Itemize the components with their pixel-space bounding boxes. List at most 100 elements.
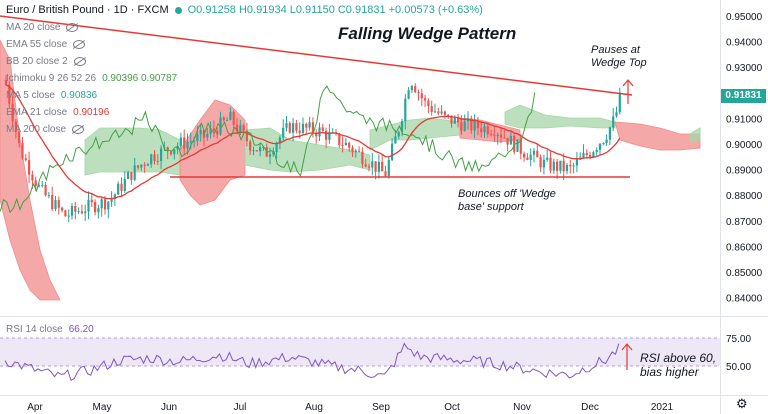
hidden-eye-icon[interactable]: [73, 56, 86, 66]
candle-body: [127, 172, 130, 179]
candle-body: [249, 141, 252, 151]
candle-body: [605, 139, 608, 144]
price-axis[interactable]: [720, 0, 768, 414]
price-tick-label: 0.84000: [726, 294, 763, 305]
candle-body: [97, 208, 100, 213]
candle-body: [160, 148, 163, 162]
hidden-eye-icon[interactable]: [72, 124, 85, 134]
candle-body: [361, 151, 364, 165]
time-tick-label: May: [93, 402, 112, 413]
candle-body: [351, 147, 354, 153]
candle-body: [206, 133, 209, 138]
candle-body: [608, 127, 611, 140]
candle-body: [615, 112, 618, 117]
candle-body: [410, 86, 413, 91]
candle-body: [216, 130, 219, 135]
candle-body: [552, 161, 555, 171]
hidden-eye-icon[interactable]: [66, 22, 79, 32]
candle-body: [212, 128, 215, 131]
price-axis-ticks: 0.950000.940000.930000.920000.910000.900…: [726, 12, 763, 305]
indicator-ma200[interactable]: MA 200 close: [6, 124, 85, 135]
candle-body: [542, 159, 545, 168]
candle-body: [532, 150, 536, 155]
gear-icon[interactable]: ⚙: [736, 396, 748, 411]
candle-body: [140, 164, 143, 168]
indicator-ema21[interactable]: EMA 21 close 0.90196: [6, 107, 110, 118]
candle-body: [245, 130, 248, 142]
candle-body: [377, 161, 380, 172]
indicator-ma20[interactable]: MA 20 close: [6, 22, 79, 33]
time-tick-label: Dec: [581, 402, 599, 413]
time-tick-label: Aug: [305, 402, 323, 413]
rsi-annotation: RSI above 60, bias higher: [640, 351, 717, 380]
price-tick-label: 0.85000: [726, 268, 763, 279]
indicator-ichimoku[interactable]: Ichimoku 9 26 52 26 0.90396 0.90787: [6, 73, 178, 84]
price-tick-label: 0.95000: [726, 12, 763, 23]
candle-body: [61, 207, 64, 211]
hidden-eye-icon[interactable]: [73, 39, 86, 49]
candle-body: [143, 164, 146, 166]
candle-body: [278, 137, 281, 144]
rsi-tick-label: 75.00: [726, 334, 751, 345]
candle-body: [272, 152, 275, 155]
symbol-name[interactable]: Euro / British Pound · 1D · FXCM: [6, 4, 169, 16]
candle-body: [150, 154, 153, 165]
candle-body: [602, 143, 605, 145]
candle-body: [84, 211, 87, 214]
candle-body: [592, 152, 595, 157]
indicator-ema55[interactable]: EMA 55 close: [6, 39, 86, 50]
candle-body: [232, 111, 235, 125]
candle-body: [490, 134, 493, 136]
candle-body: [123, 178, 126, 191]
candle-body: [24, 158, 27, 161]
candle-body: [328, 132, 331, 140]
candle-body: [562, 160, 565, 172]
indicator-bb20[interactable]: BB 20 close 2: [6, 56, 86, 67]
candle-body: [460, 122, 463, 131]
candle-body: [384, 171, 387, 176]
candle-body: [457, 117, 460, 123]
candle-body: [130, 172, 133, 180]
candle-body: [394, 136, 397, 144]
rsi-legend[interactable]: RSI 14 close 66.20: [6, 324, 94, 335]
candle-body: [443, 111, 446, 115]
symbol-header[interactable]: Euro / British Pound · 1D · FXCM O0.91258…: [6, 4, 483, 16]
candle-body: [612, 116, 615, 128]
indicator-ma5[interactable]: MA 5 close 0.90836: [6, 90, 98, 101]
candle-body: [575, 159, 578, 166]
candle-body: [239, 125, 242, 132]
candle-body: [354, 150, 357, 153]
candle-body: [292, 123, 295, 133]
candle-body: [499, 134, 503, 138]
candle-body: [565, 164, 569, 172]
candle-body: [546, 157, 549, 160]
chart-title-annotation: Falling Wedge Pattern: [338, 24, 517, 43]
candle-body: [367, 166, 371, 168]
rsi-line: [4, 342, 620, 382]
candle-body: [341, 145, 344, 147]
candle-body: [407, 90, 410, 99]
candle-body: [414, 86, 417, 93]
candle-body: [417, 92, 420, 94]
candle-body: [77, 211, 80, 213]
candle-body: [298, 130, 301, 133]
candle-body: [430, 106, 433, 112]
time-tick-label: Jul: [234, 402, 247, 413]
rsi-tick-label: 50.00: [726, 362, 751, 373]
candle-body: [196, 134, 199, 141]
candle-body: [358, 150, 361, 152]
ohlc-values: O0.91258 H0.91934 L0.91150 C0.91831 +0.0…: [187, 4, 483, 16]
candle-body: [315, 132, 318, 137]
candle-body: [37, 185, 41, 187]
candle-body: [391, 143, 394, 160]
candle-body: [133, 165, 136, 180]
candle-body: [585, 153, 588, 156]
up-arrow-icon: [622, 79, 634, 104]
candle-body: [556, 161, 559, 171]
candle-body: [433, 111, 437, 113]
candle-body: [8, 84, 11, 104]
candle-body: [440, 111, 443, 114]
candle-body: [18, 131, 21, 144]
price-tick-label: 0.90000: [726, 140, 763, 151]
